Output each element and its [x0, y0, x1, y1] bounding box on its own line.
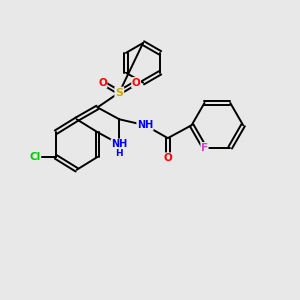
Text: NH: NH [137, 120, 153, 130]
Text: O: O [132, 78, 140, 88]
Text: S: S [115, 88, 123, 98]
Text: F: F [201, 142, 208, 152]
Text: Cl: Cl [29, 152, 41, 162]
Text: O: O [98, 78, 107, 88]
Text: NH: NH [111, 139, 128, 149]
Text: H: H [116, 149, 123, 158]
Text: O: O [164, 153, 172, 163]
